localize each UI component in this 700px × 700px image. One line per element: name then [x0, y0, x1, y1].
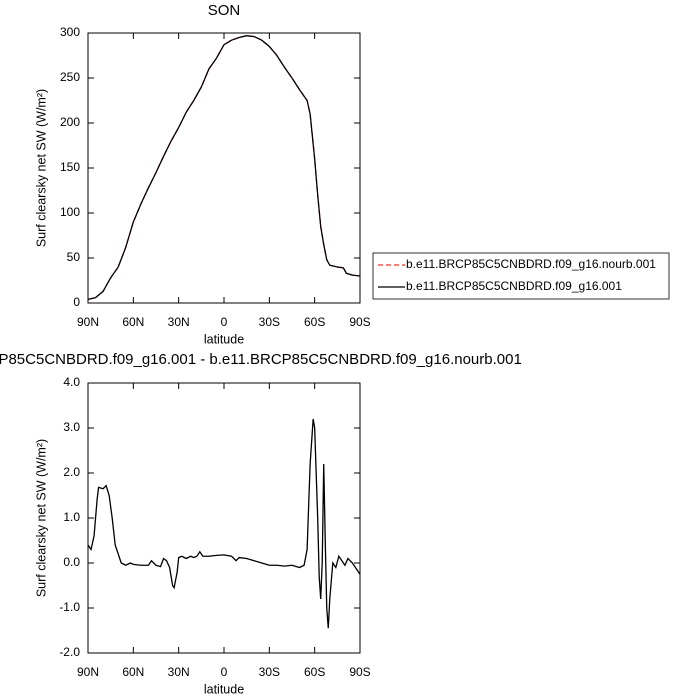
y-tick-label: 250 — [60, 70, 80, 84]
y-tick-label: -2.0 — [59, 645, 80, 659]
chart-title: b.e11.BRCP85C5CNBDRD.f09_g16.001 - b.e11… — [0, 351, 522, 368]
y-tick-label: 300 — [60, 25, 80, 39]
x-tick-label: 90S — [349, 315, 370, 329]
y-tick-label: 50 — [67, 250, 81, 264]
plot-frame — [87, 32, 361, 304]
plot-frame — [87, 382, 361, 654]
y-tick-label: 0 — [73, 295, 80, 309]
x-tick-label: 60S — [304, 665, 325, 679]
x-tick-label: 30S — [259, 315, 280, 329]
y-tick-label: 3.0 — [63, 420, 80, 434]
x-tick-label: 30N — [168, 665, 190, 679]
x-tick-label: 60N — [122, 665, 144, 679]
y-tick-label: 4.0 — [63, 375, 80, 389]
y-tick-label: 0.0 — [63, 555, 80, 569]
y-tick-label: 2.0 — [63, 465, 80, 479]
data-line — [87, 35, 361, 301]
y-tick-label: 1.0 — [63, 510, 80, 524]
x-tick-label: 60S — [304, 315, 325, 329]
x-tick-label: 90N — [77, 665, 99, 679]
y-tick-label: 200 — [60, 115, 80, 129]
x-tick-label: 0 — [221, 315, 228, 329]
y-axis-title: Surf clearsky net SW (W/m²) — [34, 89, 48, 247]
x-tick-label: 90N — [77, 315, 99, 329]
x-tick-label: 0 — [221, 665, 228, 679]
x-tick-label: 60N — [122, 315, 144, 329]
y-axis-title: Surf clearsky net SW (W/m²) — [34, 439, 48, 597]
data-line — [87, 418, 361, 629]
x-tick-label: 30S — [259, 665, 280, 679]
x-axis-title: latitude — [204, 682, 244, 696]
legend-label: b.e11.BRCP85C5CNBDRD.f09_g16.001 — [406, 279, 622, 293]
y-tick-label: 100 — [60, 205, 80, 219]
chart-title: SON — [208, 2, 241, 19]
y-tick-label: 150 — [60, 160, 80, 174]
legend-label: b.e11.BRCP85C5CNBDRD.f09_g16.nourb.001 — [406, 257, 656, 271]
data-line — [87, 35, 361, 301]
x-tick-label: 90S — [349, 665, 370, 679]
y-tick-label: -1.0 — [59, 600, 80, 614]
x-tick-label: 30N — [168, 315, 190, 329]
x-axis-title: latitude — [204, 332, 244, 346]
legend-box — [372, 252, 670, 300]
